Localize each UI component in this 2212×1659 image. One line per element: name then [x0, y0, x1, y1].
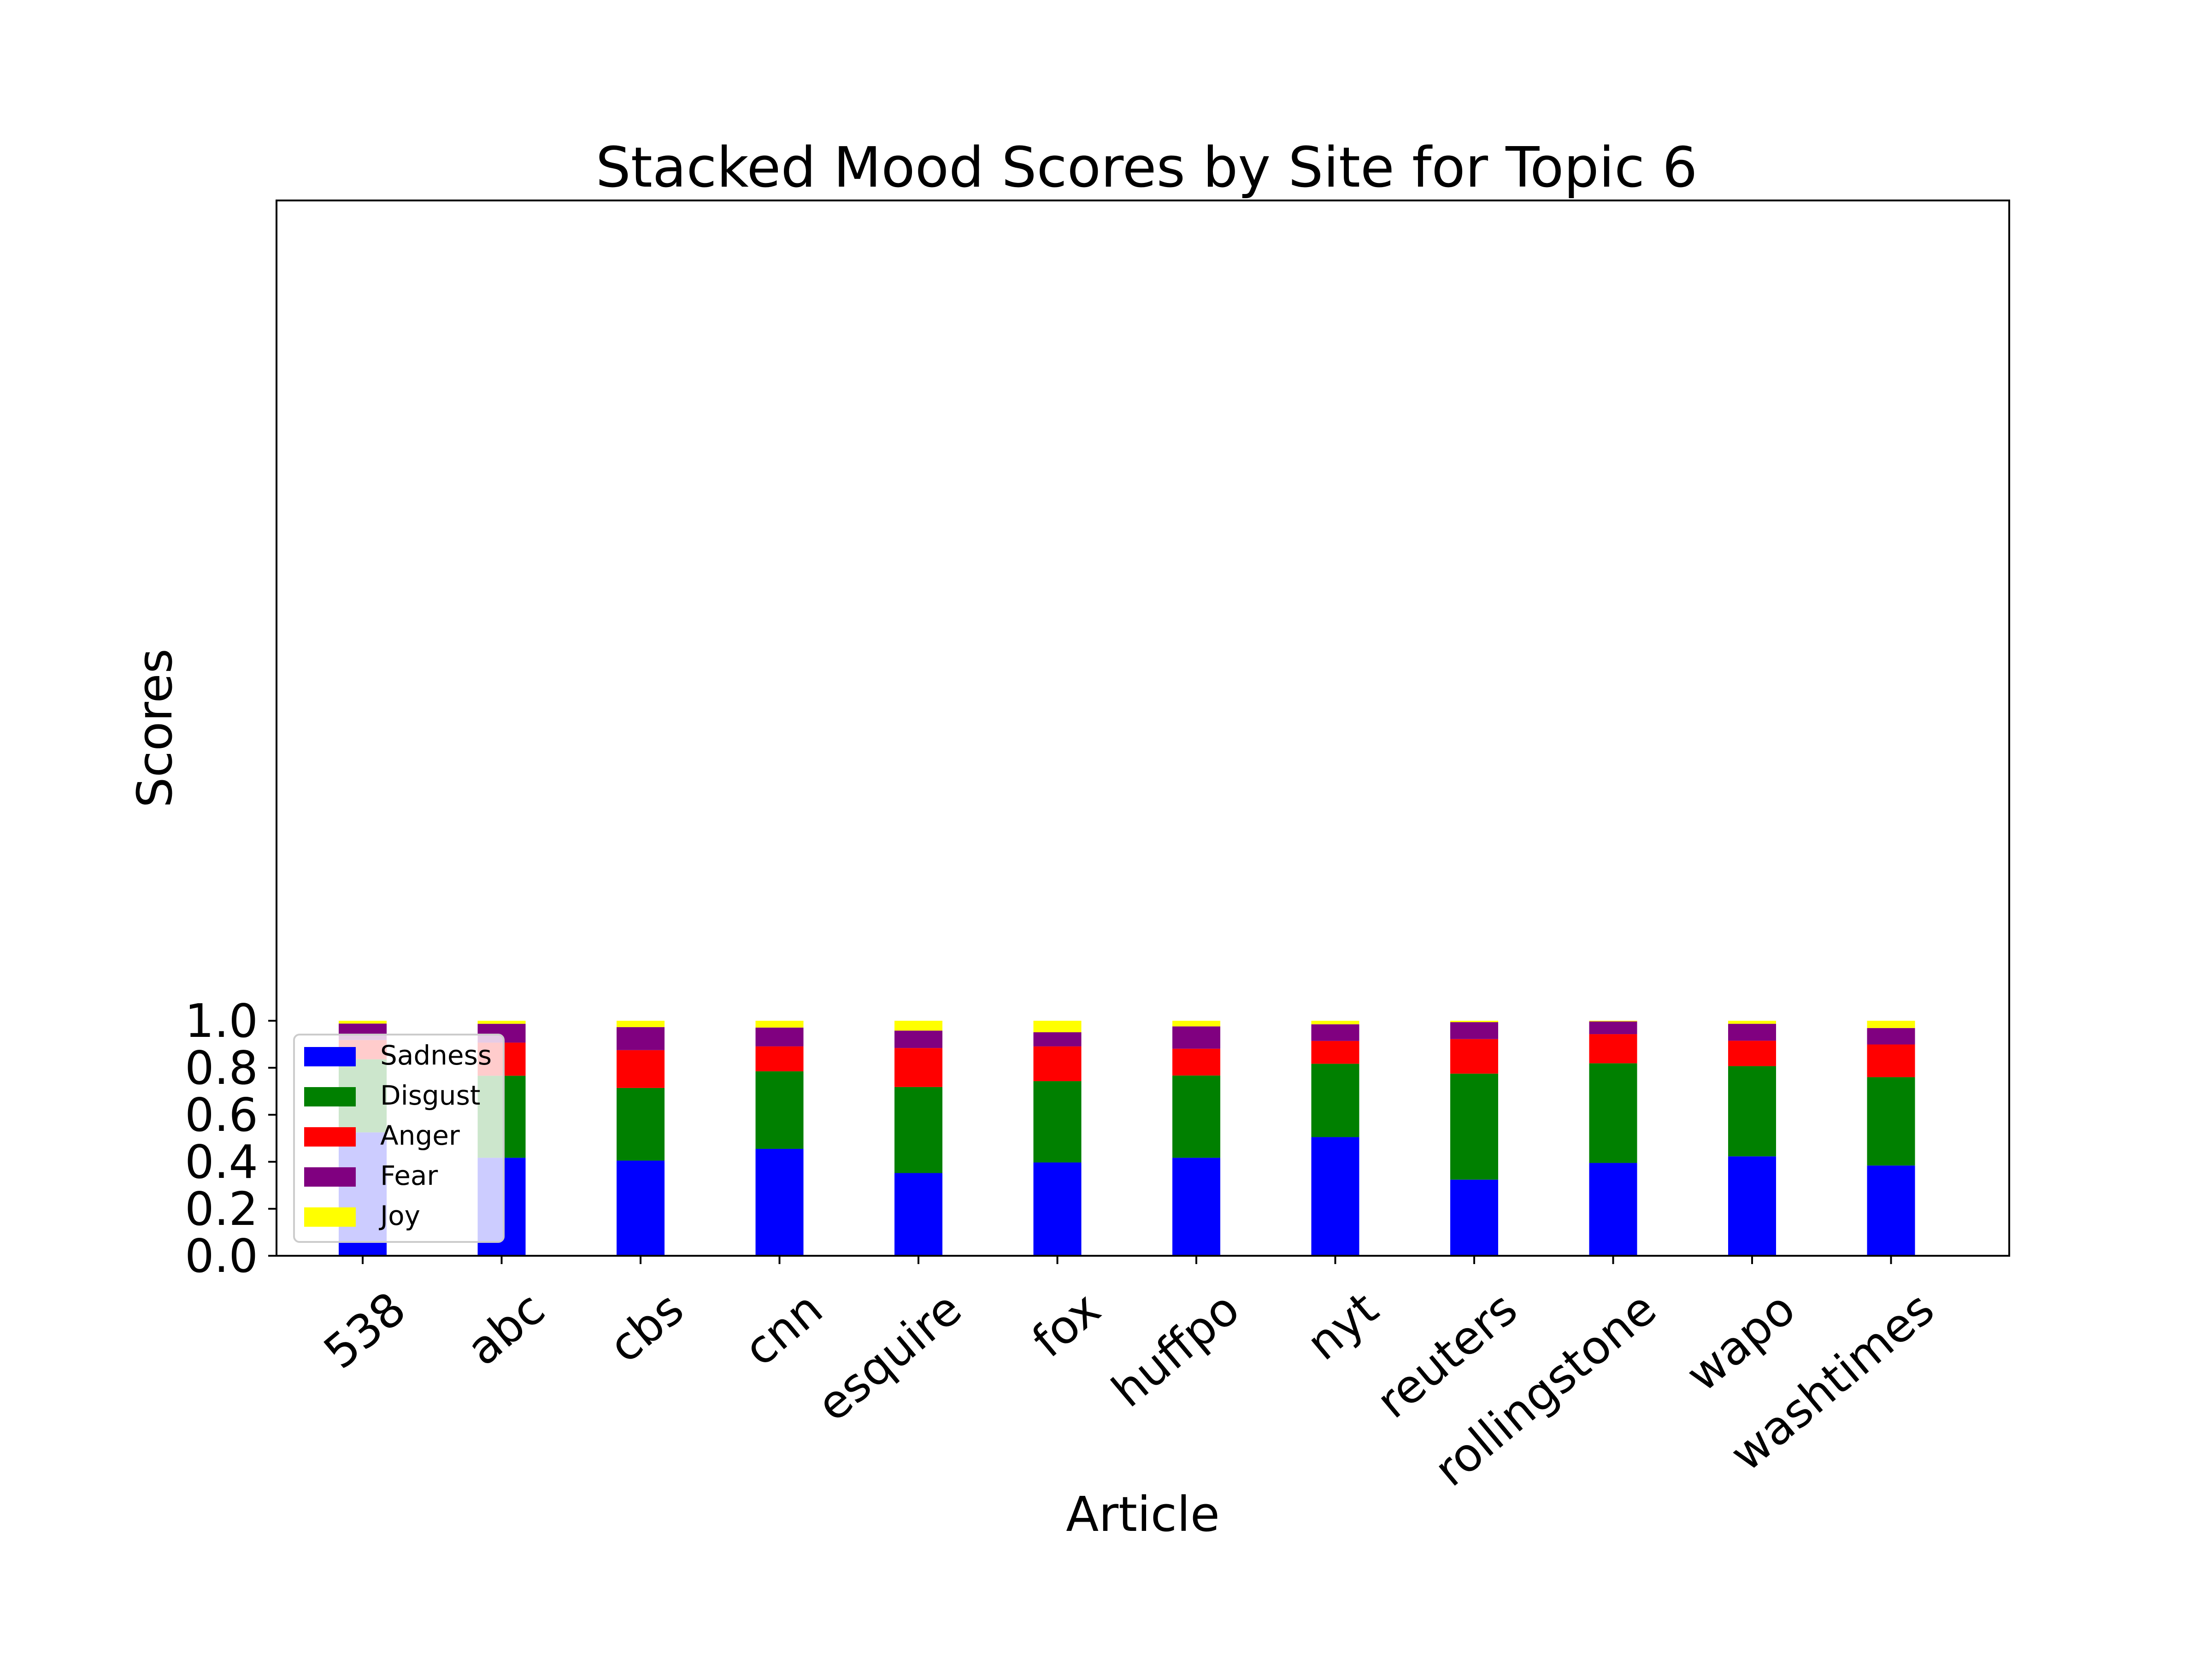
x-axis-label: Article — [1066, 1486, 1220, 1542]
bar-huffpo-sadness — [1172, 1158, 1220, 1256]
legend-frame — [293, 1034, 505, 1243]
bar-reuters-fear — [1450, 1022, 1498, 1039]
bar-huffpo-anger — [1172, 1048, 1220, 1076]
bar-cnn-sadness — [755, 1148, 804, 1256]
bar-cbs-fear — [617, 1027, 665, 1050]
bar-huffpo-fear — [1172, 1026, 1220, 1049]
bar-esquire-joy — [894, 1021, 942, 1031]
plot-area — [339, 1021, 1915, 1256]
bar-cnn-fear — [755, 1027, 804, 1047]
y-axis-label: Scores — [127, 648, 183, 807]
x-tick-label: cbs — [599, 1282, 694, 1373]
x-tick-label: huffpo — [1102, 1282, 1250, 1418]
x-tick-label: 538 — [314, 1282, 416, 1379]
bar-fox-fear — [1033, 1032, 1082, 1047]
y-tick-label: 0.6 — [185, 1088, 258, 1142]
bar-wapo-disgust — [1728, 1066, 1776, 1157]
y-tick-label: 0.8 — [185, 1041, 258, 1095]
bar-reuters-anger — [1450, 1039, 1498, 1074]
x-tick-label: fox — [1022, 1282, 1111, 1368]
legend-swatch-anger — [304, 1127, 356, 1147]
bar-wapo-fear — [1728, 1024, 1776, 1041]
bar-washtimes-sadness — [1867, 1165, 1915, 1256]
bar-fox-anger — [1033, 1046, 1082, 1082]
legend-label: Anger — [380, 1120, 460, 1151]
x-tick-label: nyt — [1297, 1282, 1388, 1371]
legend-label: Disgust — [380, 1080, 481, 1111]
bar-reuters-disgust — [1450, 1073, 1498, 1180]
x-tick-label: wapo — [1676, 1282, 1805, 1402]
bar-cbs-sadness — [617, 1160, 665, 1256]
legend-swatch-sadness — [304, 1047, 356, 1066]
bar-cnn-disgust — [755, 1071, 804, 1149]
bar-washtimes-fear — [1867, 1028, 1915, 1045]
bar-washtimes-anger — [1867, 1044, 1915, 1077]
legend-label: Joy — [379, 1200, 420, 1231]
x-tick-label: cnn — [734, 1282, 832, 1377]
bar-cnn-anger — [755, 1046, 804, 1071]
bar-huffpo-disgust — [1172, 1075, 1220, 1158]
bar-reuters-joy — [1450, 1021, 1498, 1023]
bar-abc-joy — [477, 1021, 526, 1024]
y-axis: 0.00.20.40.60.81.0 — [185, 994, 276, 1283]
chart-title: Stacked Mood Scores by Site for Topic 6 — [596, 136, 1698, 200]
bar-reuters-sadness — [1450, 1179, 1498, 1256]
bar-rollingstone-sadness — [1589, 1163, 1637, 1256]
bar-huffpo-joy — [1172, 1021, 1220, 1027]
y-tick-label: 0.4 — [185, 1135, 258, 1189]
legend-swatch-fear — [304, 1167, 356, 1187]
bar-fox-sadness — [1033, 1162, 1082, 1256]
legend-label: Sadness — [380, 1040, 492, 1071]
y-tick-label: 0.2 — [185, 1182, 258, 1236]
legend: Sadness Disgust Anger Fear Joy — [293, 1034, 505, 1243]
bar-fox-joy — [1033, 1021, 1082, 1032]
bar-wapo-anger — [1728, 1041, 1776, 1066]
bar-rollingstone-anger — [1589, 1034, 1637, 1064]
legend-label: Fear — [380, 1160, 438, 1191]
bar-cbs-disgust — [617, 1088, 665, 1161]
bar-rollingstone-fear — [1589, 1021, 1637, 1035]
y-tick-label: 0.0 — [185, 1229, 258, 1283]
bar-fox-disgust — [1033, 1081, 1082, 1163]
bar-washtimes-joy — [1867, 1021, 1915, 1028]
bar-nyt-joy — [1311, 1021, 1359, 1024]
bar-esquire-fear — [894, 1030, 942, 1048]
bar-wapo-joy — [1728, 1021, 1776, 1024]
bar-cbs-anger — [617, 1050, 665, 1088]
y-tick-label: 1.0 — [185, 994, 258, 1048]
bar-esquire-disgust — [894, 1087, 942, 1173]
bar-nyt-sadness — [1311, 1137, 1359, 1256]
bar-nyt-anger — [1311, 1041, 1359, 1064]
bar-cnn-joy — [755, 1021, 804, 1028]
x-tick-label: esquire — [807, 1282, 972, 1432]
legend-swatch-joy — [304, 1207, 356, 1227]
bar-538-joy — [339, 1021, 387, 1024]
bar-nyt-fear — [1311, 1024, 1359, 1041]
x-tick-label: abc — [457, 1282, 555, 1376]
bar-nyt-disgust — [1311, 1064, 1359, 1137]
bar-wapo-sadness — [1728, 1156, 1776, 1256]
legend-swatch-disgust — [304, 1087, 356, 1106]
bar-cbs-joy — [617, 1021, 665, 1027]
bar-washtimes-disgust — [1867, 1077, 1915, 1166]
bar-rollingstone-disgust — [1589, 1063, 1637, 1163]
bar-esquire-sadness — [894, 1173, 942, 1256]
bar-rollingstone-joy — [1589, 1021, 1637, 1022]
plot-frame — [276, 200, 2010, 1257]
bar-esquire-anger — [894, 1048, 942, 1087]
